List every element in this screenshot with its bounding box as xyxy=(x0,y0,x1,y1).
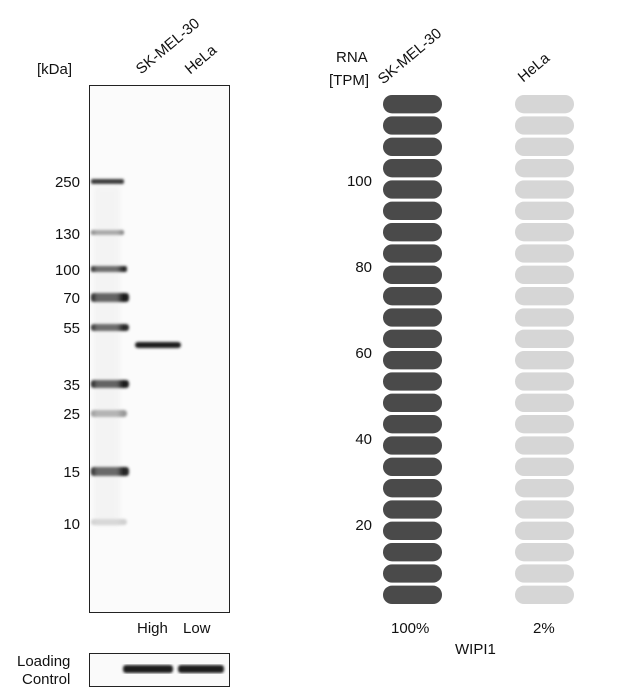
sample-band-sk-mel-30 xyxy=(135,342,181,348)
rna-value-label-hela: 2% xyxy=(533,620,555,637)
ladder-band-250 xyxy=(91,179,124,184)
kda-unit-label: [kDa] xyxy=(37,61,73,78)
western-blot-image xyxy=(89,85,230,613)
rna-segment-hela-23 xyxy=(515,116,574,135)
rna-segment-hela-18 xyxy=(515,223,574,242)
rna-gene-label: WIPI1 xyxy=(455,641,496,658)
rna-segment-hela-7 xyxy=(515,457,574,476)
loading-band-sk-mel-30 xyxy=(123,665,173,673)
rna-segment-sk-mel-30-5 xyxy=(383,500,442,519)
rna-segment-sk-mel-30-17 xyxy=(383,244,442,263)
rna-segment-sk-mel-30-14 xyxy=(383,308,442,327)
loading-control-label-line1: Loading xyxy=(17,653,71,670)
rna-segment-hela-2 xyxy=(515,564,574,583)
rna-segment-hela-16 xyxy=(515,265,574,284)
loading-band-hela xyxy=(178,665,224,673)
rna-segment-hela-17 xyxy=(515,244,574,263)
rna-segment-sk-mel-30-9 xyxy=(383,415,442,434)
rna-segment-sk-mel-30-13 xyxy=(383,329,442,348)
loading-control-label-line2: Control xyxy=(22,671,71,688)
rna-segment-hela-8 xyxy=(515,436,574,455)
rna-segment-hela-9 xyxy=(515,415,574,434)
rna-segment-sk-mel-30-1 xyxy=(383,585,442,604)
rna-segment-sk-mel-30-18 xyxy=(383,223,442,242)
rna-segment-sk-mel-30-23 xyxy=(383,116,442,135)
lane-level-high: High xyxy=(137,620,168,637)
rna-segment-hela-5 xyxy=(515,500,574,519)
ytick-label-20: 20 xyxy=(355,517,372,534)
rna-segment-hela-14 xyxy=(515,308,574,327)
rna-segment-hela-20 xyxy=(515,180,574,199)
rna-segment-sk-mel-30-8 xyxy=(383,436,442,455)
lane-level-low: Low xyxy=(183,620,211,637)
rna-segment-sk-mel-30-6 xyxy=(383,479,442,498)
marker-label-55: 55 xyxy=(63,320,80,337)
marker-label-25: 25 xyxy=(63,406,80,423)
rna-segment-sk-mel-30-4 xyxy=(383,521,442,540)
rna-segment-sk-mel-30-21 xyxy=(383,159,442,178)
rna-ylabel-line2: [TPM] xyxy=(329,72,369,89)
loading-control-bands xyxy=(123,665,224,673)
marker-label-70: 70 xyxy=(63,290,80,307)
rna-segment-hela-6 xyxy=(515,479,574,498)
rna-segment-sk-mel-30-2 xyxy=(383,564,442,583)
rna-segment-hela-3 xyxy=(515,543,574,562)
rna-segment-sk-mel-30-22 xyxy=(383,137,442,156)
ytick-label-40: 40 xyxy=(355,431,372,448)
rna-segment-hela-11 xyxy=(515,372,574,391)
rna-segment-sk-mel-30-20 xyxy=(383,180,442,199)
rna-value-label-sk-mel-30: 100% xyxy=(391,620,430,637)
rna-segment-sk-mel-30-12 xyxy=(383,351,442,370)
rna-segment-hela-12 xyxy=(515,351,574,370)
marker-label-15: 15 xyxy=(63,464,80,481)
rna-segment-sk-mel-30-15 xyxy=(383,287,442,306)
rna-segment-sk-mel-30-10 xyxy=(383,393,442,412)
rna-segment-sk-mel-30-19 xyxy=(383,201,442,220)
rna-segment-sk-mel-30-3 xyxy=(383,543,442,562)
ladder-smear xyxy=(94,186,120,526)
rna-segment-hela-13 xyxy=(515,329,574,348)
ytick-label-80: 80 xyxy=(355,259,372,276)
blot-bands xyxy=(91,179,181,526)
rna-segment-hela-24 xyxy=(515,95,574,114)
rna-segment-hela-4 xyxy=(515,521,574,540)
marker-label-35: 35 xyxy=(63,377,80,394)
ytick-label-100: 100 xyxy=(346,173,372,190)
rna-segment-hela-1 xyxy=(515,585,574,604)
rna-segment-hela-22 xyxy=(515,137,574,156)
rna-segment-hela-15 xyxy=(515,287,574,306)
rna-bar-sk-mel-30 xyxy=(383,95,442,604)
rna-segment-sk-mel-30-16 xyxy=(383,265,442,284)
marker-label-250: 250 xyxy=(54,174,80,191)
rna-segment-sk-mel-30-24 xyxy=(383,95,442,114)
marker-label-100: 100 xyxy=(54,262,80,279)
ytick-label-60: 60 xyxy=(355,345,372,362)
marker-label-10: 10 xyxy=(63,516,80,533)
rna-bar-hela xyxy=(515,95,574,604)
rna-segment-sk-mel-30-7 xyxy=(383,457,442,476)
rna-segment-sk-mel-30-11 xyxy=(383,372,442,391)
loading-control-blot xyxy=(89,653,230,687)
rna-ylabel-line1: RNA xyxy=(336,49,368,66)
rna-segment-hela-19 xyxy=(515,201,574,220)
rna-segment-hela-21 xyxy=(515,159,574,178)
marker-label-130: 130 xyxy=(54,226,80,243)
rna-segment-hela-10 xyxy=(515,393,574,412)
